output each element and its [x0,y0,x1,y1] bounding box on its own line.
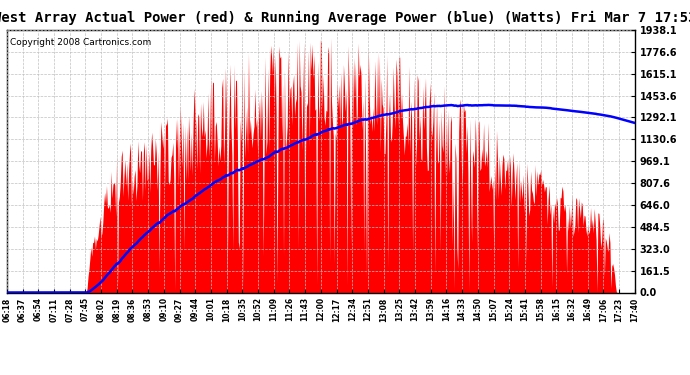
Text: West Array Actual Power (red) & Running Average Power (blue) (Watts) Fri Mar 7 1: West Array Actual Power (red) & Running … [0,11,690,26]
Text: Copyright 2008 Cartronics.com: Copyright 2008 Cartronics.com [10,38,151,47]
